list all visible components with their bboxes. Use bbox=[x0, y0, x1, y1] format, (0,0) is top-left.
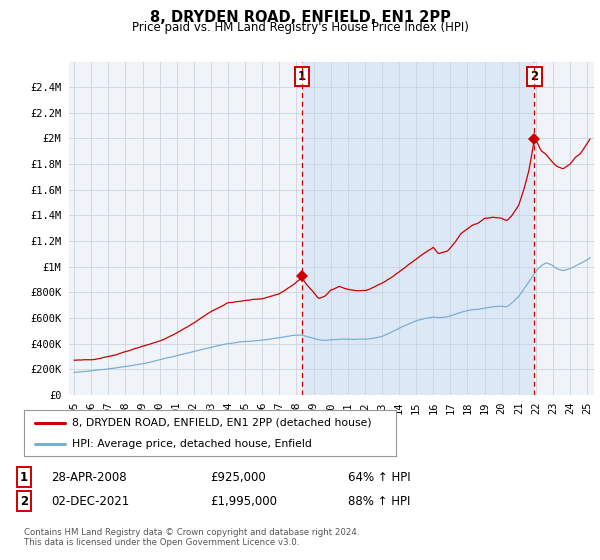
Text: 2: 2 bbox=[20, 494, 28, 508]
Text: 2: 2 bbox=[530, 70, 539, 83]
Text: 28-APR-2008: 28-APR-2008 bbox=[51, 470, 127, 484]
Text: 1: 1 bbox=[20, 470, 28, 484]
Text: HPI: Average price, detached house, Enfield: HPI: Average price, detached house, Enfi… bbox=[73, 439, 312, 449]
Bar bbox=[302, 62, 535, 395]
Text: 1: 1 bbox=[298, 70, 306, 83]
Text: Price paid vs. HM Land Registry's House Price Index (HPI): Price paid vs. HM Land Registry's House … bbox=[131, 21, 469, 34]
Text: £925,000: £925,000 bbox=[210, 470, 266, 484]
Text: £1,995,000: £1,995,000 bbox=[210, 494, 277, 508]
Text: 02-DEC-2021: 02-DEC-2021 bbox=[51, 494, 129, 508]
Text: 8, DRYDEN ROAD, ENFIELD, EN1 2PP (detached house): 8, DRYDEN ROAD, ENFIELD, EN1 2PP (detach… bbox=[73, 418, 372, 428]
Text: 64% ↑ HPI: 64% ↑ HPI bbox=[348, 470, 410, 484]
Text: Contains HM Land Registry data © Crown copyright and database right 2024.
This d: Contains HM Land Registry data © Crown c… bbox=[24, 528, 359, 547]
Text: 88% ↑ HPI: 88% ↑ HPI bbox=[348, 494, 410, 508]
Text: 8, DRYDEN ROAD, ENFIELD, EN1 2PP: 8, DRYDEN ROAD, ENFIELD, EN1 2PP bbox=[149, 10, 451, 25]
